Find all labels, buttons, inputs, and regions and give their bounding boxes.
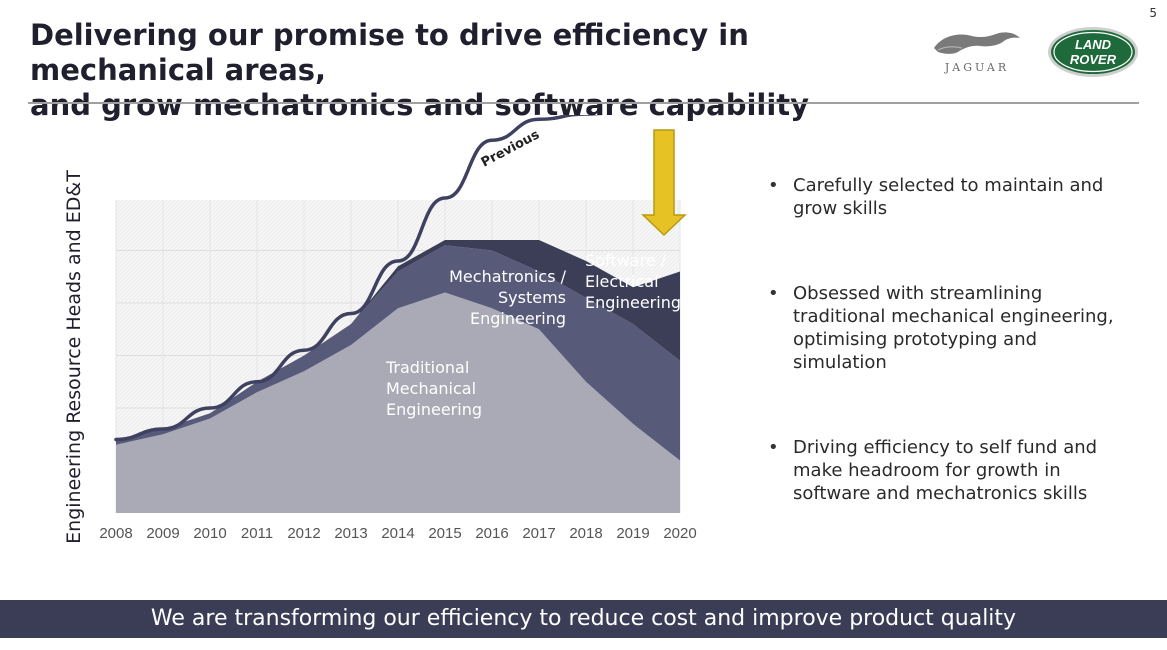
- series-label-line: Engineering: [470, 309, 566, 328]
- x-tick-label: 2020: [663, 525, 696, 542]
- bullet-item: Driving efficiency to self fund and make…: [768, 436, 1128, 505]
- series-label: Mechatronics / Systems Engineering: [449, 267, 566, 328]
- page-title: Delivering our promise to drive efficien…: [30, 18, 910, 123]
- x-tick-label: 2019: [616, 525, 649, 542]
- bullet-item: Carefully selected to maintain and grow …: [768, 174, 1128, 220]
- stacked-areas: [116, 240, 680, 513]
- jaguar-logo: JAGUAR: [928, 28, 1026, 76]
- x-tick-label: 2018: [569, 525, 602, 542]
- series-label-line: Software /: [585, 251, 667, 270]
- landrover-word-1: LAND: [1075, 37, 1112, 52]
- bullet-item: Obsessed with streamlining traditional m…: [768, 282, 1128, 374]
- series-label-line: Traditional: [385, 358, 469, 377]
- area-mechatronics: [116, 245, 680, 461]
- x-tick-labels: 2008 2009 2010 2011 2012 2013 2014 2015 2016 2017…: [99, 525, 696, 542]
- x-tick-label: 2010: [193, 525, 226, 542]
- x-tick-label: 2012: [287, 525, 320, 542]
- title-divider: [28, 102, 1139, 104]
- landrover-word-2: ROVER: [1070, 52, 1117, 67]
- series-label-line: Engineering: [585, 293, 681, 312]
- footer-banner: We are transforming our efficiency to re…: [0, 600, 1167, 638]
- area-chart-svg: Previous Traditional Mechanical Engineerin…: [63, 115, 697, 544]
- series-label-line: Engineering: [386, 400, 482, 419]
- page-number: 5: [1149, 6, 1157, 20]
- resource-chart: Previous Traditional Mechanical Engineerin…: [60, 115, 740, 560]
- series-label-line: Electrical: [585, 272, 659, 291]
- x-tick-label: 2016: [475, 525, 508, 542]
- title-line-1: Delivering our promise to drive efficien…: [30, 18, 749, 87]
- title-line-2: and grow mechatronics and software capab…: [30, 88, 810, 122]
- previous-curve: [114, 115, 600, 442]
- x-tick-label: 2009: [146, 525, 179, 542]
- series-label-line: Mechanical: [386, 379, 476, 398]
- x-tick-label: 2014: [381, 525, 414, 542]
- series-label-line: Mechatronics /: [449, 267, 566, 286]
- series-label: Traditional Mechanical Engineering: [385, 358, 482, 419]
- series-label: Software / Electrical Engineering: [585, 251, 681, 312]
- arrow-down-icon: [641, 129, 687, 237]
- series-label-line: Systems: [498, 288, 566, 307]
- landrover-logo: LAND ROVER: [1047, 26, 1139, 82]
- reduction-arrow-icon: [641, 129, 687, 237]
- area-traditional: [116, 292, 680, 513]
- series-labels: Traditional Mechanical EngineeringMechatro…: [385, 251, 681, 419]
- y-axis-label: Engineering Resource Heads and ED&T: [63, 170, 85, 544]
- x-tick-label: 2013: [334, 525, 367, 542]
- x-tick-label: 2015: [428, 525, 461, 542]
- x-tick-label: 2008: [99, 525, 132, 542]
- jaguar-wordmark: JAGUAR: [944, 61, 1010, 74]
- jaguar-leaper-icon: [934, 32, 1020, 54]
- x-tick-label: 2011: [241, 525, 273, 542]
- x-tick-label: 2017: [522, 525, 555, 542]
